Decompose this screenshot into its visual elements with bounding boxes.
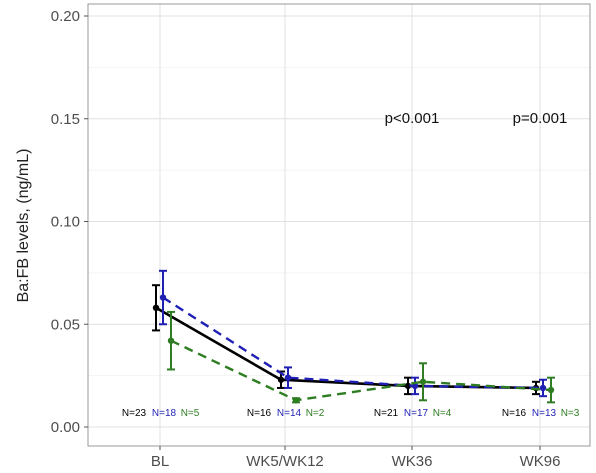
annotations: p<0.001 p=0.001 (385, 110, 568, 127)
y-tick-label: 0.00 (51, 419, 80, 436)
n-label-blue: N=14 (277, 408, 302, 419)
n-label-blue: N=18 (152, 408, 177, 419)
grid (88, 4, 590, 446)
data-point-blue (284, 374, 292, 381)
n-label-all: N=16 (502, 408, 527, 419)
n-label-all: N=23 (122, 408, 147, 419)
n-label-green: N=3 (561, 408, 580, 419)
series-green (167, 310, 555, 404)
y-tick-label: 0.05 (51, 316, 80, 333)
data-point-green (419, 378, 427, 385)
p-value-annotation: p=0.001 (513, 110, 568, 127)
series-all (152, 284, 540, 396)
series-blue (159, 269, 547, 398)
x-tick-label: WK5/WK12 (246, 453, 324, 470)
data-point-blue (539, 384, 547, 392)
n-label-blue: N=13 (532, 408, 557, 419)
plot-panel (87, 3, 591, 447)
data-point-green (167, 337, 175, 344)
x-tick-label: BL (151, 453, 169, 470)
data-point-blue (159, 294, 167, 301)
n-label-green: N=4 (433, 408, 452, 419)
n-labels: N=23 N=16 N=21 N=16 N=18 N=14 N=17 N=13 N=5 N=2 N=… (122, 408, 580, 419)
series-line-blue (162, 296, 544, 390)
x-tick-label: WK96 (520, 453, 561, 470)
axis-ticks: 0.00 0.05 0.10 0.15 0.20 BL WK5/WK12 WK36 WK96 (51, 8, 561, 470)
y-axis-title: Ba:FB levels, (ng/mL) (15, 149, 32, 303)
n-label-blue: N=17 (404, 408, 429, 419)
n-label-all: N=16 (247, 408, 272, 419)
n-label-green: N=5 (181, 408, 200, 419)
data-point-all (404, 382, 412, 390)
y-tick-label: 0.10 (51, 214, 80, 231)
data-point-all (277, 376, 285, 383)
n-label-all: N=21 (374, 408, 399, 419)
data-point-all (152, 304, 160, 312)
y-tick-label: 0.15 (51, 111, 80, 128)
data-point-green (292, 397, 300, 404)
series-line-green (170, 339, 552, 402)
n-label-green: N=2 (306, 408, 325, 419)
series (152, 269, 555, 404)
x-tick-label: WK36 (392, 453, 433, 470)
p-value-annotation: p<0.001 (385, 110, 440, 127)
y-tick-label: 0.20 (51, 8, 80, 25)
data-point-green (547, 386, 555, 394)
